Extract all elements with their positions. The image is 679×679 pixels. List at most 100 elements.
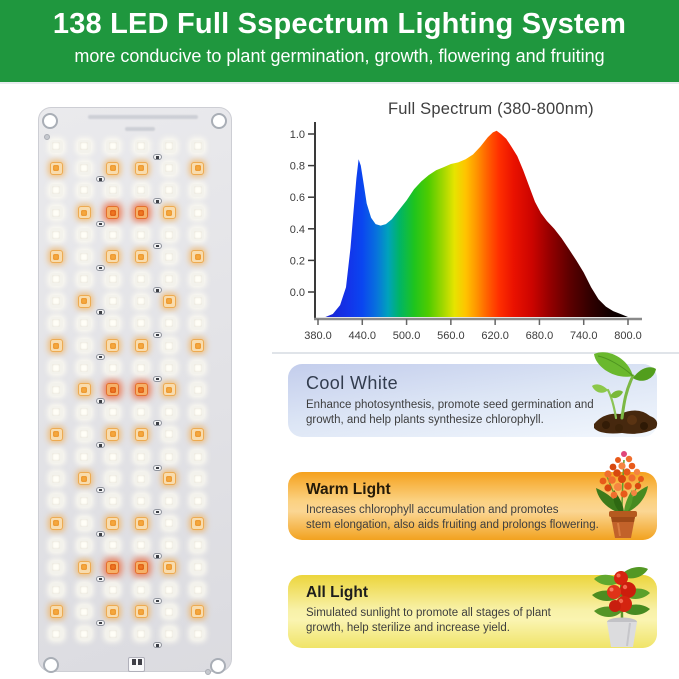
resistor bbox=[95, 619, 105, 626]
mounting-hole bbox=[43, 657, 59, 673]
led-chip-warm bbox=[106, 516, 120, 530]
led-chip-white bbox=[106, 294, 120, 308]
led-chip-warm bbox=[134, 250, 148, 264]
led-chip-warm bbox=[77, 472, 91, 486]
led-chip-warm bbox=[106, 339, 120, 353]
card-body: Increases chlorophyll accumulation and p… bbox=[306, 504, 599, 532]
resistor bbox=[95, 353, 105, 360]
x-tick-label: 800.0 bbox=[614, 330, 642, 342]
resistor bbox=[95, 220, 105, 227]
led-chip-white bbox=[49, 583, 63, 597]
led-chip-white bbox=[191, 627, 205, 641]
led-chip-white bbox=[162, 627, 176, 641]
header-banner: 138 LED Full Sspectrum Lighting System m… bbox=[0, 0, 679, 84]
resistor bbox=[95, 486, 105, 493]
led-chip-warm bbox=[191, 516, 205, 530]
led-chip-warm bbox=[49, 427, 63, 441]
led-chip-white bbox=[49, 627, 63, 641]
header-title: 138 LED Full Sspectrum Lighting System bbox=[52, 8, 627, 40]
led-chip-white bbox=[162, 272, 176, 286]
led-panel-image bbox=[38, 107, 232, 675]
x-tick-label: 680.0 bbox=[526, 330, 554, 342]
led-chip-white bbox=[49, 206, 63, 220]
led-chip-white bbox=[134, 139, 148, 153]
connector-pin bbox=[138, 659, 142, 665]
led-chip-white bbox=[49, 228, 63, 242]
led-chip-warm bbox=[134, 161, 148, 175]
led-chip-white bbox=[162, 538, 176, 552]
led-chip-warm bbox=[77, 294, 91, 308]
silkscreen-print bbox=[125, 127, 155, 131]
led-chip-white bbox=[162, 250, 176, 264]
card-title: Warm Light bbox=[306, 481, 391, 498]
led-chip-white bbox=[162, 183, 176, 197]
led-chip-white bbox=[162, 228, 176, 242]
x-tick-label: 620.0 bbox=[481, 330, 509, 342]
y-tick-label: 0.6 bbox=[290, 192, 305, 204]
led-chip-white bbox=[191, 139, 205, 153]
resistor bbox=[152, 242, 162, 249]
resistor bbox=[152, 464, 162, 471]
led-chip-warm bbox=[191, 427, 205, 441]
led-chip-white bbox=[162, 450, 176, 464]
led-chip-white bbox=[77, 538, 91, 552]
led-chip-white bbox=[77, 361, 91, 375]
led-chip-white bbox=[191, 361, 205, 375]
tomato-plant-image bbox=[592, 567, 650, 647]
x-tick-label: 380.0 bbox=[304, 330, 332, 342]
resistor bbox=[152, 154, 162, 161]
spectrum-chart: Full Spectrum (380-800nm) 1.0 0.8 0.6 0.4 0.… bbox=[290, 96, 670, 348]
mounting-hole bbox=[211, 113, 227, 129]
led-chip-white bbox=[77, 583, 91, 597]
led-chip-white bbox=[49, 472, 63, 486]
resistor bbox=[152, 287, 162, 294]
divider-line bbox=[272, 352, 679, 354]
led-chip-white bbox=[77, 183, 91, 197]
alignment-dot bbox=[44, 134, 50, 140]
y-tick-label: 1.0 bbox=[290, 129, 305, 141]
seedling-image bbox=[592, 352, 658, 434]
led-chip-warm bbox=[162, 294, 176, 308]
led-chip-deep bbox=[134, 206, 148, 220]
led-chip-white bbox=[134, 627, 148, 641]
led-chip-white bbox=[49, 361, 63, 375]
led-chip-warm bbox=[134, 339, 148, 353]
led-chip-warm bbox=[106, 161, 120, 175]
led-chip-warm bbox=[77, 383, 91, 397]
led-chip-warm bbox=[134, 605, 148, 619]
led-chip-warm bbox=[49, 250, 63, 264]
led-chip-white bbox=[134, 316, 148, 330]
led-chip-white bbox=[106, 361, 120, 375]
led-chip-deep bbox=[134, 560, 148, 574]
led-chip-white bbox=[77, 427, 91, 441]
led-chip-white bbox=[191, 294, 205, 308]
power-connector bbox=[128, 657, 145, 672]
mounting-hole bbox=[42, 113, 58, 129]
led-chip-warm bbox=[134, 427, 148, 441]
led-chip-white bbox=[77, 250, 91, 264]
led-chip-white bbox=[191, 228, 205, 242]
led-chip-warm bbox=[106, 605, 120, 619]
led-chip-warm bbox=[77, 206, 91, 220]
card-title: All Light bbox=[306, 584, 368, 601]
led-chip-white bbox=[134, 538, 148, 552]
led-chip-white bbox=[191, 316, 205, 330]
led-chip-deep bbox=[106, 206, 120, 220]
led-chip-warm bbox=[191, 339, 205, 353]
led-chip-white bbox=[191, 383, 205, 397]
led-chip-white bbox=[134, 472, 148, 486]
led-chip-white bbox=[191, 183, 205, 197]
resistor bbox=[152, 331, 162, 338]
header-subtitle: more conducive to plant germination, gro… bbox=[74, 46, 605, 66]
resistor bbox=[95, 442, 105, 449]
card-warm-light: Warm Light Increases chlorophyll accumul… bbox=[288, 472, 657, 540]
y-tick-label: 0.2 bbox=[290, 255, 305, 267]
led-chip-white bbox=[162, 405, 176, 419]
main-content: Full Spectrum (380-800nm) 1.0 0.8 0.6 0.4 0.… bbox=[0, 84, 679, 679]
alignment-dot bbox=[205, 669, 211, 675]
card-title: Cool White bbox=[306, 373, 399, 393]
led-chip-white bbox=[49, 294, 63, 308]
led-chip-warm bbox=[162, 560, 176, 574]
led-chip-deep bbox=[106, 560, 120, 574]
led-chip-white bbox=[106, 139, 120, 153]
